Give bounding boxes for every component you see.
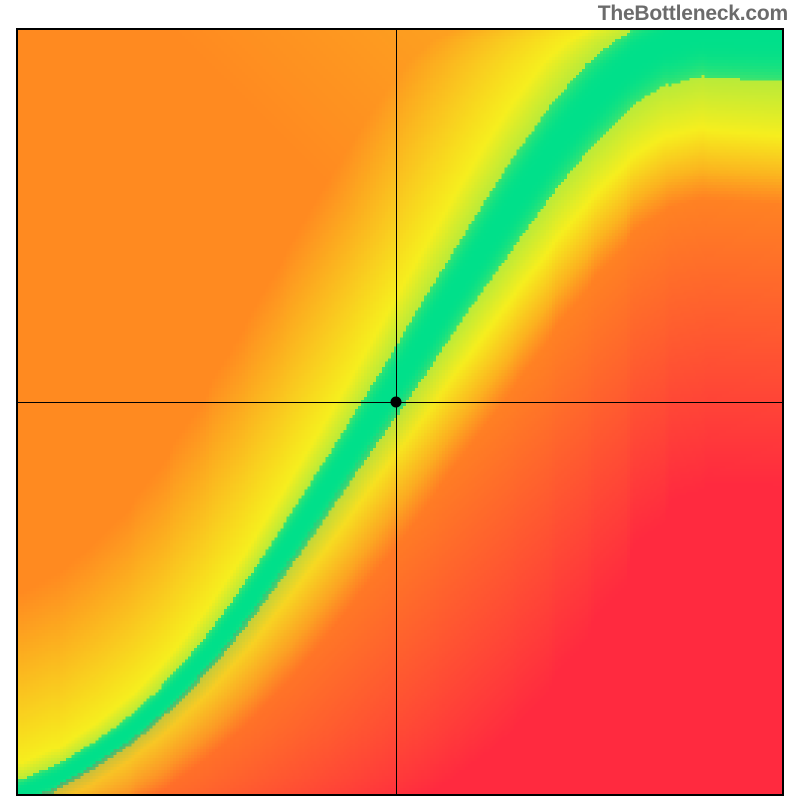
heatmap-plot-frame bbox=[16, 28, 784, 796]
heatmap-canvas bbox=[18, 30, 782, 794]
watermark-text: TheBottleneck.com bbox=[598, 2, 788, 26]
